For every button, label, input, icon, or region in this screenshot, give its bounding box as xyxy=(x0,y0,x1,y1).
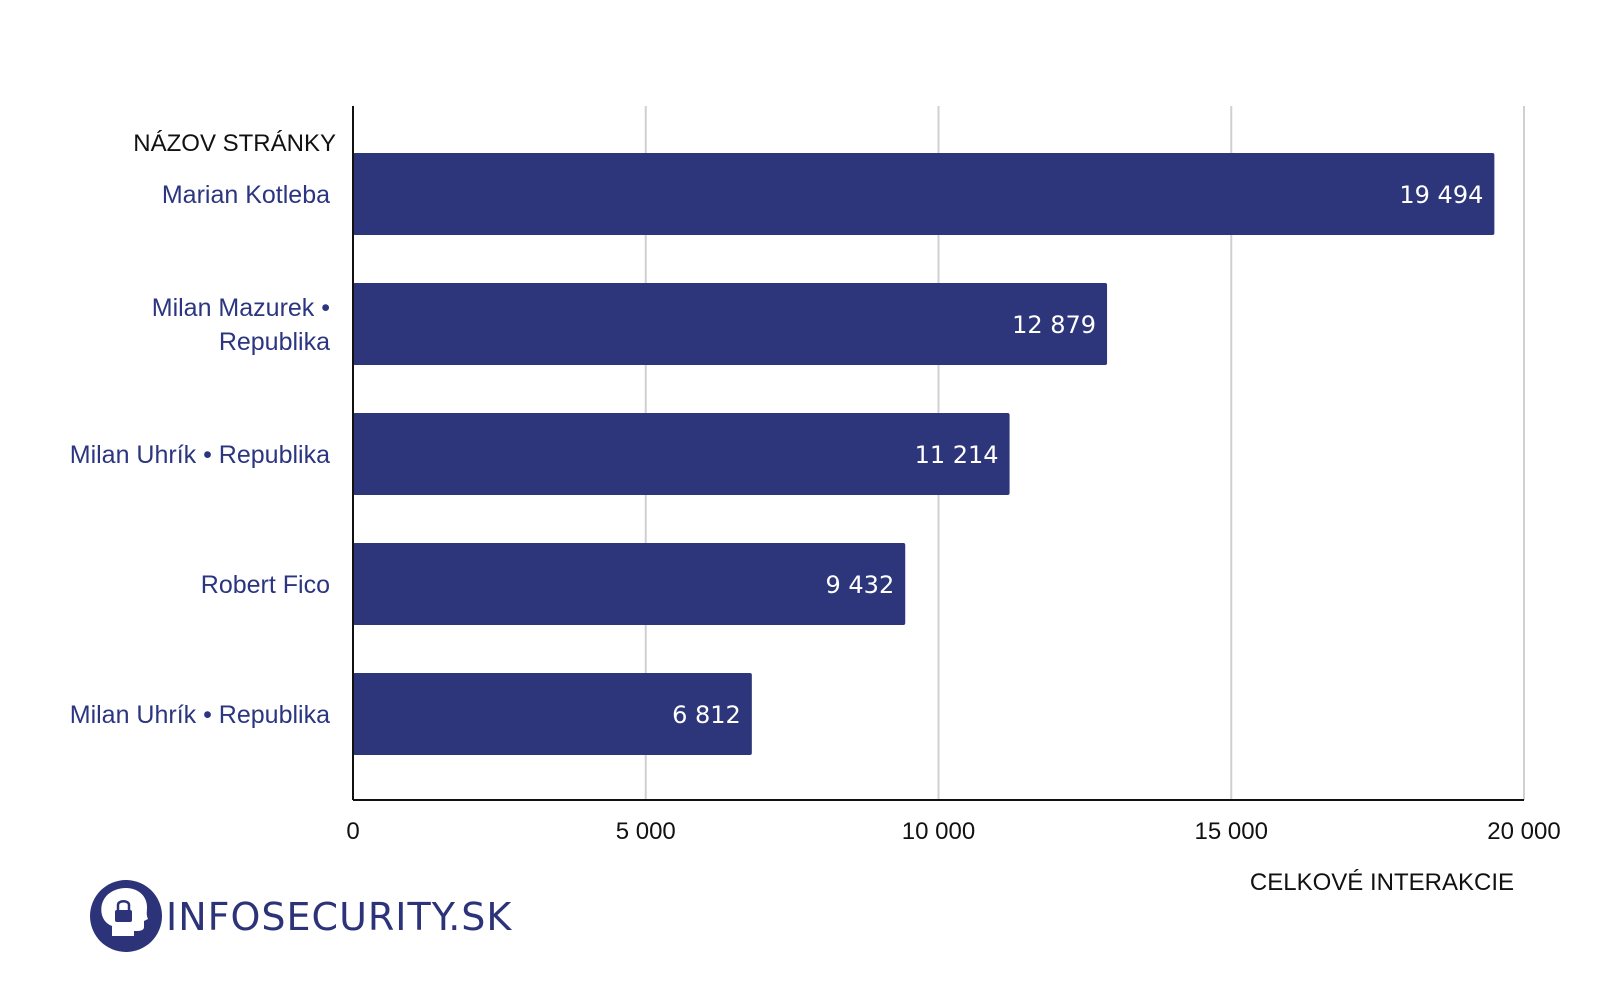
bar xyxy=(353,153,1495,235)
category-label: Robert Fico xyxy=(201,571,330,599)
category-label: Marian Kotleba xyxy=(162,181,330,209)
bar-value-label: 19 494 xyxy=(1399,181,1483,209)
bar xyxy=(353,283,1108,365)
category-label: Milan Uhrík • Republika xyxy=(70,441,330,469)
x-tick-label: 0 xyxy=(346,818,359,845)
x-tick-label: 5 000 xyxy=(616,818,676,845)
x-axis-title: CELKOVÉ INTERAKCIE xyxy=(1250,869,1514,896)
x-tick-label: 15 000 xyxy=(1195,818,1268,845)
logo: INFOSECURITY.SK xyxy=(90,880,512,952)
category-label: Milan Mazurek • Republika xyxy=(152,294,330,356)
bar-value-label: 9 432 xyxy=(826,571,895,599)
logo-text: INFOSECURITY.SK xyxy=(166,895,512,939)
bar xyxy=(353,543,906,625)
bar xyxy=(353,413,1010,495)
category-label: Milan Uhrík • Republika xyxy=(70,701,330,729)
bar-value-label: 11 214 xyxy=(915,441,999,469)
bar-value-label: 12 879 xyxy=(1012,311,1096,339)
bar xyxy=(353,673,752,755)
x-tick-label: 10 000 xyxy=(902,818,975,845)
x-tick-label: 20 000 xyxy=(1487,818,1560,845)
bar-value-label: 6 812 xyxy=(672,701,741,729)
y-axis-title: NÁZOV STRÁNKY xyxy=(133,130,336,157)
head-lock-icon xyxy=(101,888,148,936)
